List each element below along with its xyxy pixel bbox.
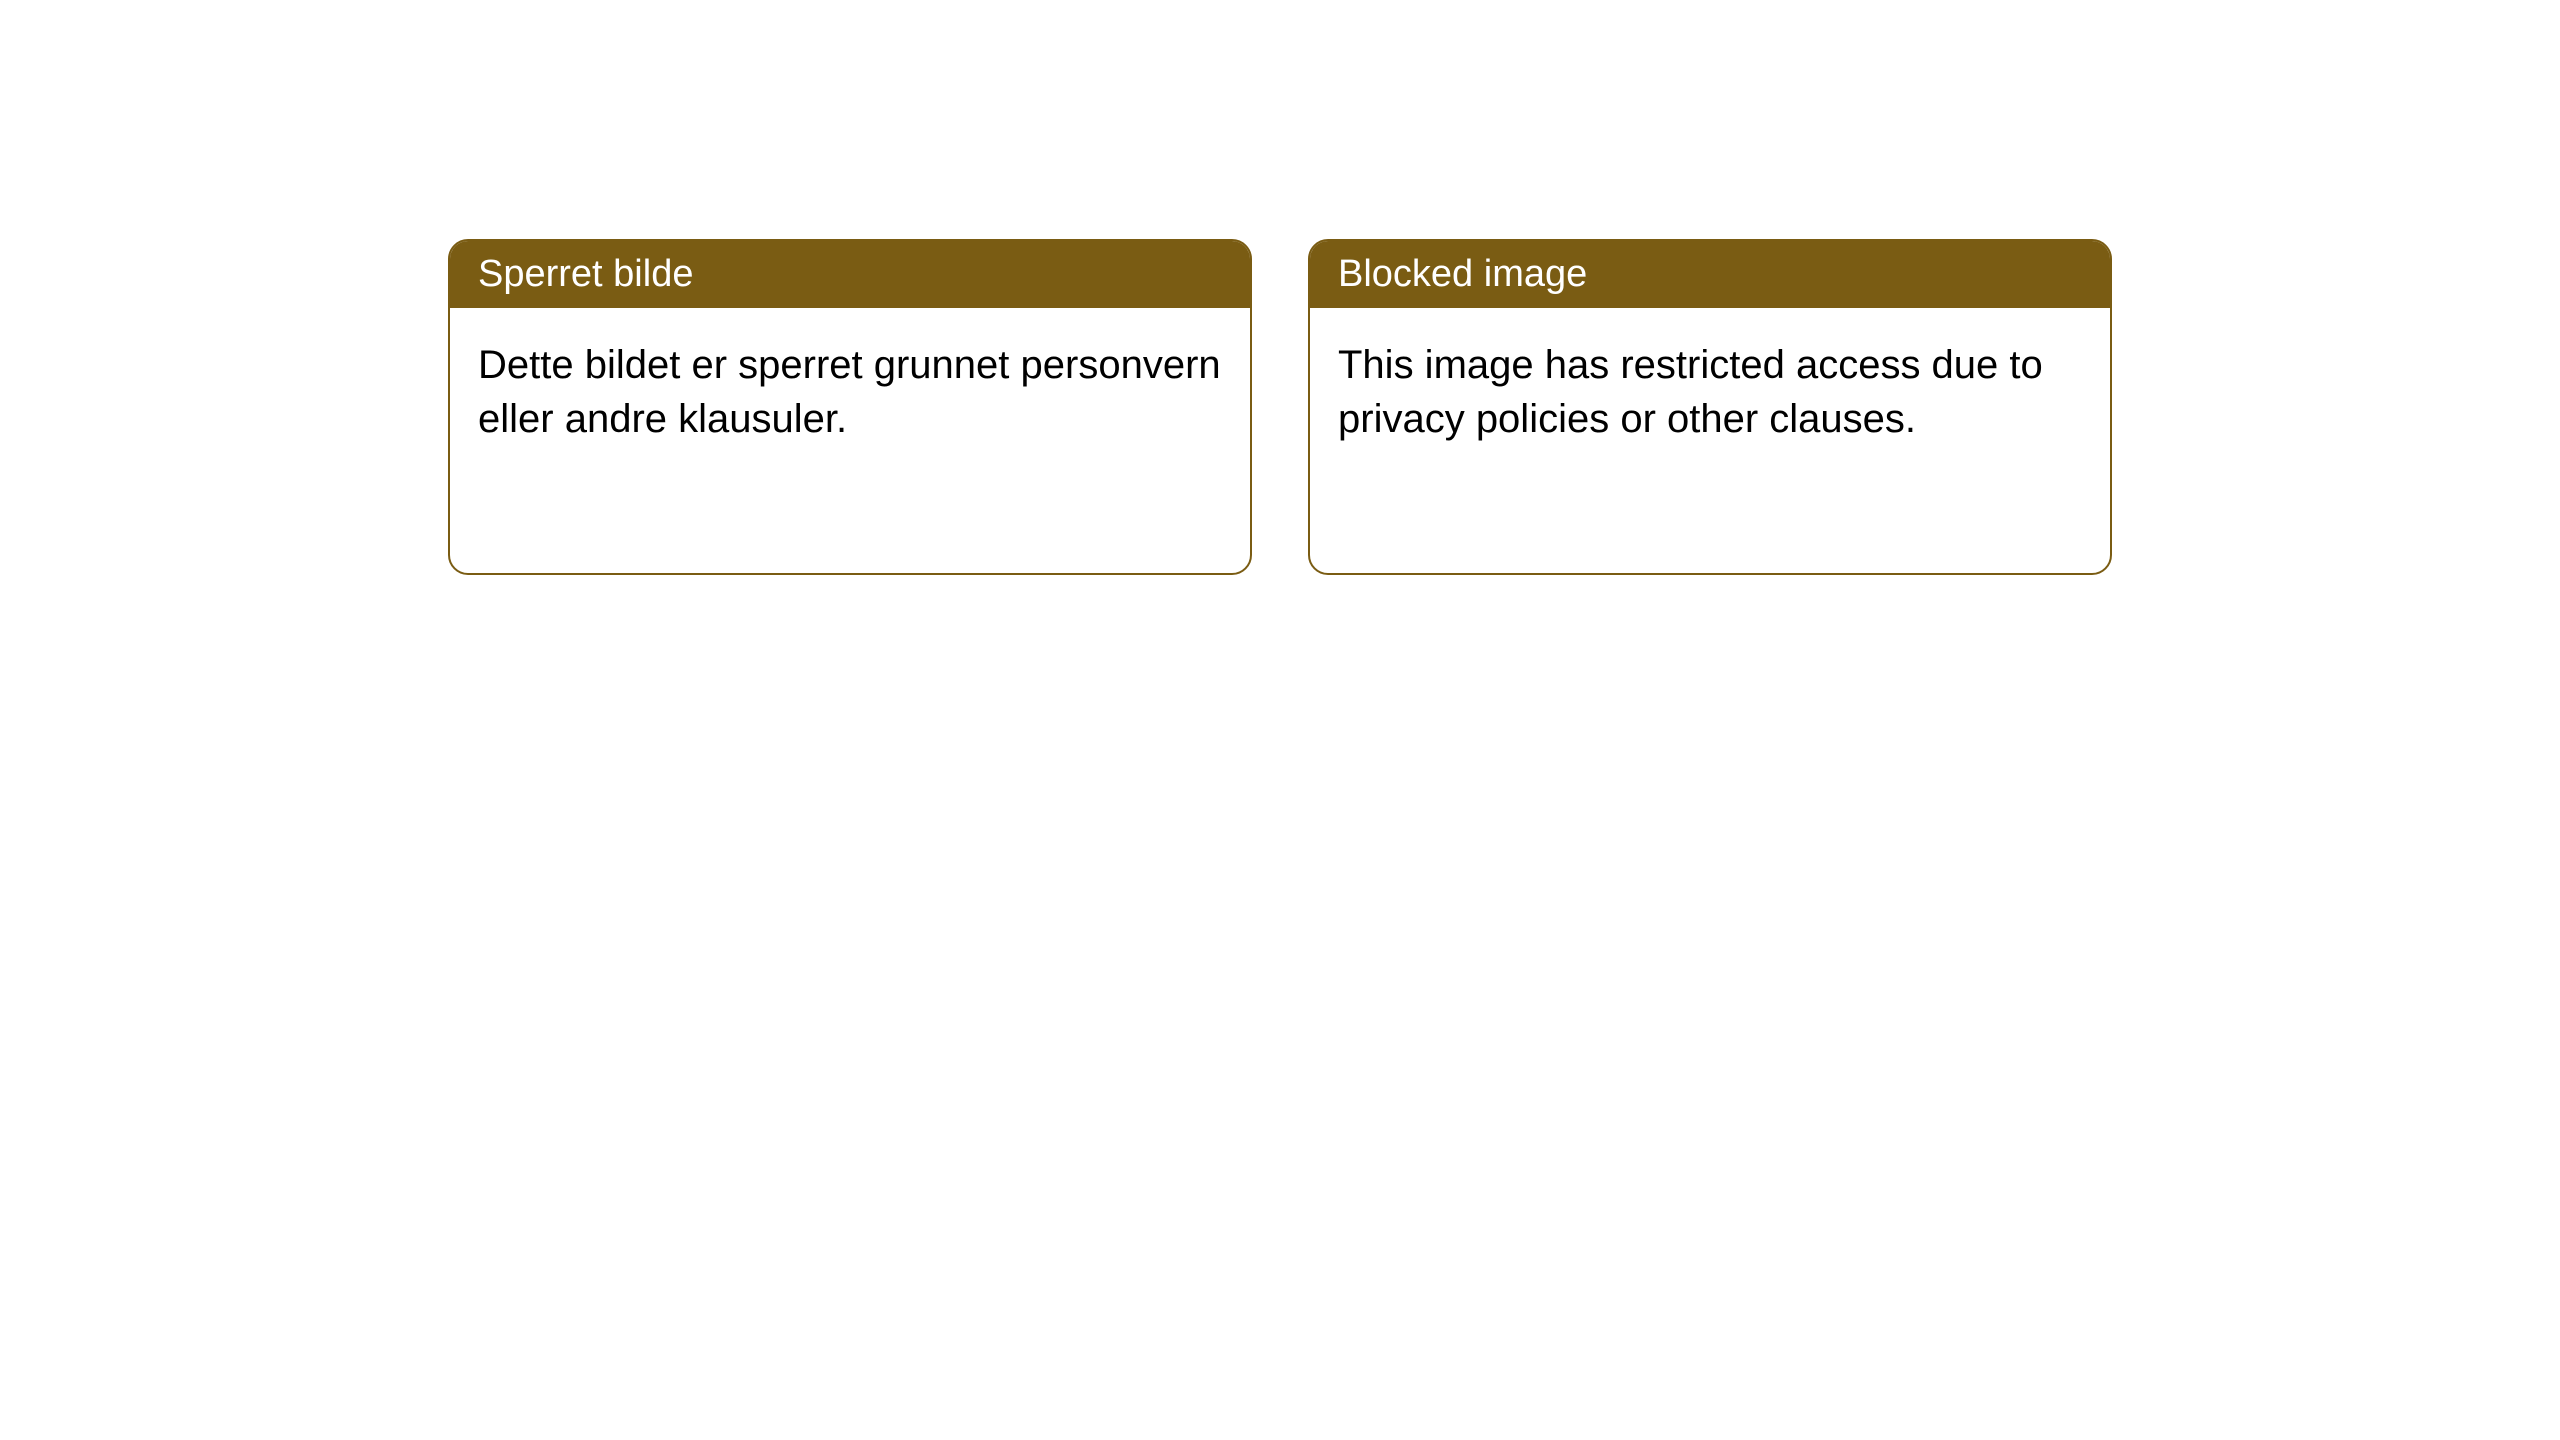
notice-card-english: Blocked image This image has restricted … <box>1308 239 2112 575</box>
card-body: Dette bildet er sperret grunnet personve… <box>450 308 1250 476</box>
card-body-text: Dette bildet er sperret grunnet personve… <box>478 343 1221 441</box>
card-header: Sperret bilde <box>450 241 1250 308</box>
card-body-text: This image has restricted access due to … <box>1338 343 2043 441</box>
card-header-text: Sperret bilde <box>478 253 693 295</box>
notice-card-norwegian: Sperret bilde Dette bildet er sperret gr… <box>448 239 1252 575</box>
card-header-text: Blocked image <box>1338 253 1587 295</box>
card-header: Blocked image <box>1310 241 2110 308</box>
card-body: This image has restricted access due to … <box>1310 308 2110 476</box>
notice-cards-container: Sperret bilde Dette bildet er sperret gr… <box>448 239 2112 575</box>
